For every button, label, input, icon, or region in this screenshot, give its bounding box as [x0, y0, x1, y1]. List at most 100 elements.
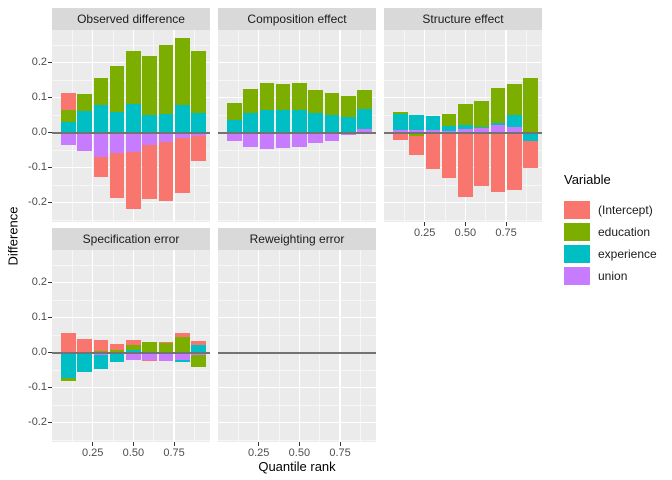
x-tick-label: 0.75: [495, 227, 517, 239]
x-axis-title: Quantile rank: [258, 459, 336, 474]
bar-segment-union: [474, 127, 489, 133]
bar-segment-education: [109, 350, 125, 353]
legend-item-experience: experience: [564, 244, 657, 263]
y-tick-mark: [48, 62, 52, 64]
bar-segment-union: [174, 132, 190, 138]
bar-segment-experience: [77, 110, 92, 133]
bar-segment-education: [392, 111, 408, 114]
major-gridline: [424, 30, 426, 222]
bar-segment-education: [174, 38, 190, 105]
bar-segment-education: [523, 77, 538, 132]
minor-gridline: [218, 334, 376, 336]
bar-segment-experience: [60, 353, 76, 379]
minor-gridline: [218, 44, 376, 46]
facet-strip-reweighting-error: Reweighting error: [218, 228, 376, 250]
bar-segment-education: [142, 55, 157, 116]
facet-title: Observed difference: [77, 12, 185, 26]
x-tick-label: 0.75: [163, 447, 185, 459]
x-tick-mark: [258, 442, 260, 446]
bar-segment-Intercept: [441, 132, 457, 179]
bar-segment-education: [191, 354, 206, 367]
minor-gridline: [218, 264, 376, 266]
bar-segment-union: [158, 132, 174, 143]
bar-segment-Intercept: [142, 145, 157, 199]
bar-segment-experience: [441, 126, 457, 131]
bar-segment-education: [60, 378, 76, 381]
minor-gridline: [218, 184, 376, 186]
bar-segment-union: [340, 132, 356, 136]
y-tick-label: 0.1: [31, 311, 47, 324]
bar-segment-Intercept: [523, 141, 538, 169]
bar-segment-Intercept: [174, 137, 190, 194]
bar-segment-education: [174, 336, 190, 353]
y-tick-label: 0.2: [31, 56, 47, 69]
bar-segment-experience: [109, 354, 125, 362]
bar-segment-education: [109, 65, 125, 112]
bar-segment-experience: [292, 109, 307, 133]
y-tick-mark: [48, 352, 52, 354]
bar-segment-experience: [523, 132, 538, 142]
y-tick-label: -0.1: [28, 161, 47, 174]
bar-segment-union: [174, 352, 190, 361]
facet-title: Composition effect: [247, 12, 347, 26]
bar-segment-Intercept: [126, 151, 141, 210]
bar-segment-Intercept: [174, 332, 190, 337]
bar-segment-Intercept: [425, 134, 441, 170]
bar-segment-union: [259, 132, 275, 149]
minor-gridline: [319, 250, 321, 442]
bar-segment-education: [275, 84, 291, 110]
facet-panel-observed-difference: [52, 30, 210, 222]
bar-segment-Intercept: [409, 136, 424, 156]
minor-gridline: [218, 149, 376, 151]
legend-label: education: [598, 224, 651, 239]
legend-items: (Intercept) education experience union: [564, 200, 657, 285]
x-tick-mark: [339, 442, 341, 446]
y-tick-label: -0.2: [28, 416, 47, 429]
bar-segment-education: [126, 344, 141, 350]
minor-gridline: [52, 299, 210, 301]
major-gridline: [258, 250, 260, 442]
major-gridline: [384, 61, 542, 64]
bar-segment-Intercept: [158, 341, 174, 344]
bar-segment-experience: [357, 109, 372, 130]
bar-segment-Intercept: [158, 142, 174, 201]
x-tick-label: 0.50: [122, 447, 145, 459]
minor-gridline: [218, 369, 376, 371]
bar-segment-union: [191, 352, 206, 355]
bar-segment-union: [109, 132, 125, 153]
zero-line: [218, 351, 376, 354]
bar-segment-Intercept: [191, 341, 206, 345]
bar-segment-Intercept: [93, 156, 109, 178]
minor-gridline: [52, 439, 210, 441]
bar-segment-union: [243, 132, 258, 147]
bar-segment-Intercept: [77, 339, 92, 353]
minor-gridline: [52, 44, 210, 46]
legend-swatch: [564, 222, 590, 241]
legend-item-education: education: [564, 222, 657, 241]
bar-segment-education: [243, 88, 258, 113]
bar-segment-Intercept: [142, 360, 157, 362]
major-gridline: [218, 202, 376, 204]
bar-segment-education: [324, 92, 340, 116]
zero-line: [384, 131, 542, 134]
facet-panel-structure-effect: [384, 30, 542, 222]
legend-swatch: [564, 200, 590, 219]
zero-line: [52, 351, 210, 354]
bar-segment-education: [60, 110, 76, 123]
major-gridline: [218, 386, 376, 389]
bar-segment-union: [126, 132, 141, 152]
x-tick-mark: [173, 442, 175, 446]
facet-strip-observed-difference: Observed difference: [52, 8, 210, 30]
bar-segment-experience: [93, 354, 109, 370]
bar-segment-union: [409, 130, 424, 133]
bar-segment-education: [292, 83, 307, 110]
minor-gridline: [218, 219, 376, 221]
minor-gridline: [384, 44, 542, 46]
bar-segment-Intercept: [109, 344, 125, 351]
major-gridline: [52, 386, 210, 389]
bar-segment-experience: [158, 113, 174, 133]
x-tick-mark: [505, 222, 507, 226]
legend-item-union: union: [564, 266, 657, 285]
bar-segment-Intercept: [109, 152, 125, 199]
major-gridline: [92, 30, 94, 222]
